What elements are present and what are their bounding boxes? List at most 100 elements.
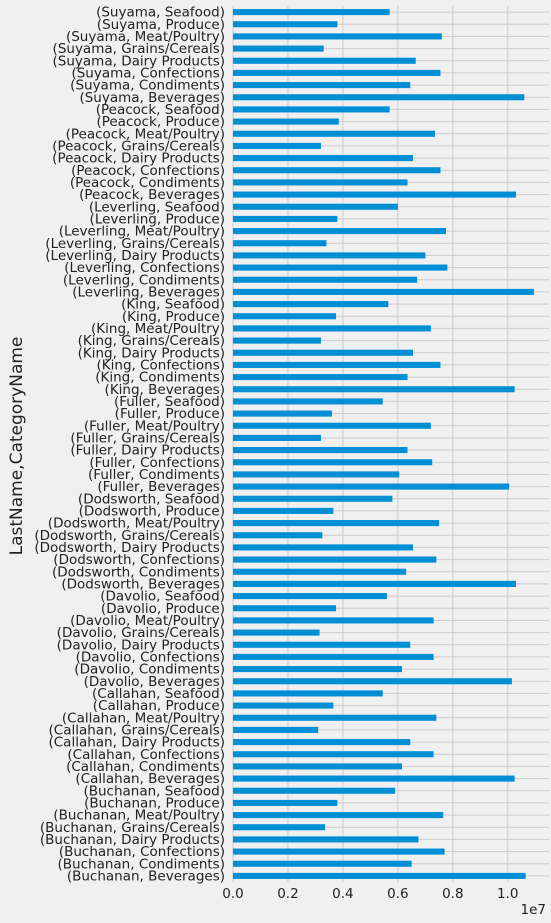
- y-tick-label: (Davolio, Confections): [76, 649, 225, 665]
- bar: [233, 422, 431, 429]
- y-tick-label: (Callahan, Meat/Poultry): [62, 710, 225, 726]
- bar: [233, 824, 326, 831]
- y-tick-label: (King, Beverages): [105, 382, 225, 398]
- bar: [233, 106, 390, 113]
- bar: [233, 580, 517, 587]
- y-tick-label: (Peacock, Confections): [71, 163, 225, 179]
- bar: [233, 288, 534, 295]
- bar: [233, 276, 418, 283]
- y-tick-label: (Dodsworth, Meat/Poultry): [48, 516, 225, 532]
- y-tick-label: (Buchanan, Grains/Cereals): [40, 820, 225, 836]
- y-tick-label: (Peacock, Seafood): [96, 102, 225, 118]
- y-tick-label: (Suyama, Produce): [97, 17, 225, 33]
- y-tick-labels: (Buchanan, Beverages)(Buchanan, Condimen…: [34, 5, 225, 885]
- x-tick-label: 0.4: [332, 886, 353, 902]
- y-tick-label: (Davolio, Meat/Poultry): [70, 613, 225, 629]
- y-tick-label: (Peacock, Produce): [96, 114, 225, 130]
- bar: [233, 386, 515, 393]
- x-tick-label: 1.0: [497, 886, 518, 902]
- bar: [233, 860, 412, 867]
- y-tick-label: (Peacock, Meat/Poultry): [66, 126, 225, 142]
- y-tick-label: (Suyama, Beverages): [79, 90, 225, 106]
- y-tick-label: (Leverling, Grains/Cereals): [45, 236, 225, 252]
- bar: [233, 836, 419, 843]
- y-tick-label: (Davolio, Beverages): [84, 674, 225, 690]
- bar: [233, 739, 411, 746]
- y-tick-label: (Dodsworth, Dairy Products): [34, 540, 225, 556]
- y-tick-label: (Peacock, Grains/Cereals): [52, 138, 225, 154]
- bar: [233, 483, 510, 490]
- bar: [233, 337, 321, 344]
- y-tick-label: (Dodsworth, Grains/Cereals): [34, 528, 225, 544]
- x-tick-label: 0.0: [222, 886, 243, 902]
- y-tick-label: (Suyama, Seafood): [96, 5, 225, 21]
- bar: [233, 666, 402, 673]
- y-tick-label: (Buchanan, Seafood): [83, 783, 225, 799]
- bar: [233, 240, 327, 247]
- y-tick-label: (Leverling, Beverages): [72, 284, 225, 300]
- bar: [233, 544, 413, 551]
- y-tick-label: (Leverling, Meat/Poultry): [59, 224, 225, 240]
- bar: [233, 45, 324, 52]
- y-tick-label: (Leverling, Seafood): [89, 199, 225, 215]
- y-tick-label: (Suyama, Grains/Cereals): [53, 41, 225, 57]
- bar-series: [233, 9, 534, 879]
- bar: [233, 130, 435, 137]
- bar: [233, 118, 339, 125]
- y-tick-label: (Callahan, Confections): [67, 747, 225, 763]
- y-tick-label: (Callahan, Seafood): [92, 686, 225, 702]
- bar: [233, 751, 434, 758]
- bar: [233, 398, 383, 405]
- bar: [233, 69, 441, 76]
- bar: [233, 593, 387, 600]
- y-tick-label: (Leverling, Confections): [64, 260, 225, 276]
- y-tick-label: (Callahan, Dairy Products): [48, 735, 225, 751]
- y-tick-label: (Peacock, Beverages): [79, 187, 225, 203]
- bar: [233, 459, 433, 466]
- y-tick-label: (Buchanan, Condiments): [58, 856, 225, 872]
- y-tick-label: (Peacock, Dairy Products): [52, 151, 225, 167]
- y-tick-label: (Suyama, Dairy Products): [53, 53, 225, 69]
- bar: [233, 617, 434, 624]
- y-tick-label: (Fuller, Produce): [115, 406, 225, 422]
- bar: [233, 361, 441, 368]
- y-tick-label: (Leverling, Condiments): [63, 272, 225, 288]
- bar: [233, 252, 426, 259]
- bar: [233, 179, 408, 186]
- bar: [233, 9, 390, 16]
- bar: [233, 410, 332, 417]
- y-tick-label: (Callahan, Produce): [93, 698, 225, 714]
- y-tick-label: (Buchanan, Beverages): [67, 868, 225, 884]
- y-tick-label: (Buchanan, Confections): [59, 844, 225, 860]
- y-tick-label: (Callahan, Grains/Cereals): [49, 722, 226, 738]
- bar: [233, 520, 440, 527]
- y-tick-label: (Suyama, Meat/Poultry): [66, 29, 225, 45]
- y-tick-label: (Davolio, Dairy Products): [57, 637, 225, 653]
- bar: [233, 264, 448, 271]
- bar: [233, 726, 319, 733]
- x-tick-labels: 0.0 0.2 0.4 0.6 0.8 1.0: [222, 886, 518, 902]
- y-tick-label: (Callahan, Beverages): [75, 771, 225, 787]
- bar: [233, 653, 434, 660]
- y-tick-label: (Fuller, Seafood): [114, 394, 225, 410]
- y-tick-label: (Davolio, Grains/Cereals): [57, 625, 225, 641]
- bar: [233, 374, 408, 381]
- bar: [233, 57, 416, 64]
- bar: [233, 799, 338, 806]
- bar: [233, 142, 321, 149]
- bar: [233, 775, 515, 782]
- y-tick-label: (Davolio, Seafood): [100, 589, 225, 605]
- y-tick-label: (Leverling, Produce): [90, 211, 225, 227]
- y-tick-label: (Fuller, Condiments): [88, 467, 225, 483]
- bar: [233, 690, 383, 697]
- y-tick-label: (Suyama, Condiments): [70, 78, 225, 94]
- y-tick-label: (Davolio, Produce): [101, 601, 225, 617]
- y-tick-label: (Fuller, Meat/Poultry): [84, 418, 225, 434]
- bar: [233, 167, 441, 174]
- bar: [233, 714, 437, 721]
- y-tick-label: (Suyama, Confections): [71, 65, 225, 81]
- x-tick-label: 0.2: [277, 886, 298, 902]
- y-tick-label: (King, Confections): [97, 357, 225, 373]
- y-tick-label: (Dodsworth, Seafood): [78, 491, 225, 507]
